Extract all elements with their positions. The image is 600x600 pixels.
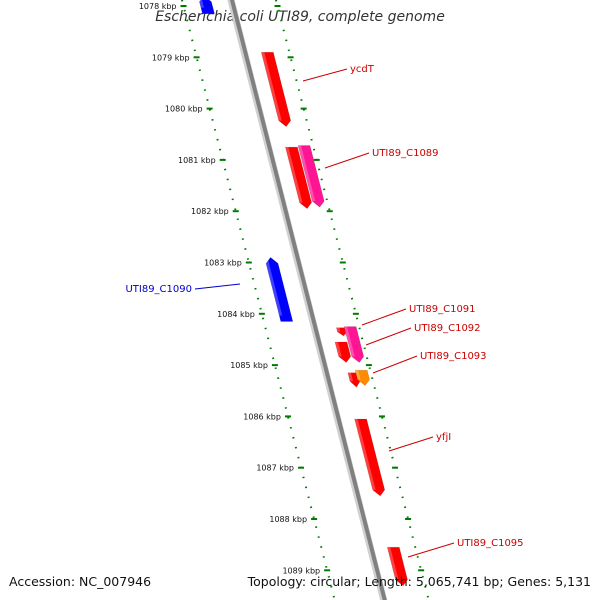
gene-label: UTI89_C1089 [372,148,439,159]
backbone-layer [227,0,388,600]
tick-label: 1082 kbp [191,207,229,216]
gene-label-leader [388,436,434,452]
gene-label-leader [324,152,370,169]
gene-g9 [354,369,370,387]
gene-highlight [261,52,282,121]
gene-layer [199,0,408,587]
gene-label-leader [194,283,241,290]
gene-highlight [285,147,303,203]
gene-highlight [387,547,399,580]
gene-label: UTI89_C1095 [457,538,524,549]
tick-layer: 1078 kbp 1079 kbp 1080 kbp 1081 kbp 1082 kbp… [139,0,430,600]
tick-label: 1085 kbp [230,361,268,370]
tick-label: 1089 kbp [282,566,320,575]
gene-highlight [347,372,353,382]
outer-tick-track [274,0,430,600]
tick-label: 1083 kbp [204,259,242,268]
gene-highlight [355,370,361,380]
tick-label: 1086 kbp [243,412,281,421]
accession-label: Accession: NC_007946 [9,574,152,589]
gene-g0 [199,0,215,14]
gene-highlight [264,257,283,316]
tick-label: 1078 kbp [139,2,177,11]
gene-label-leader [372,355,418,374]
gene-label-leader [302,68,348,82]
gene-g4 [265,256,294,322]
tick-label: 1080 kbp [165,105,203,114]
tick-label: 1087 kbp [256,464,294,473]
gene-label-leader [361,308,407,326]
gene-label: UTI89_C1092 [414,323,481,334]
gene-g3 [297,145,325,208]
gene-highlight [298,145,316,202]
tick-label: 1081 kbp [178,156,216,165]
gene-label-leader [365,327,412,346]
gene-label: UTI89_C1090 [125,284,192,295]
gene-g10 [354,418,386,497]
gene-highlight [344,326,355,357]
gene-highlight [354,419,376,490]
tick-label: 1084 kbp [217,310,255,319]
gene-highlight [336,327,341,332]
genome-summary-label: Topology: circular; Length: 5,065,741 bp… [247,574,591,589]
gene-g2 [285,146,312,210]
backbone-line [229,0,387,600]
gene-g1 [260,51,292,128]
tick-label: 1088 kbp [269,515,307,524]
tick-label: 1079 kbp [152,53,190,62]
gene-label: UTI89_C1093 [420,351,487,362]
gene-highlight [335,342,342,357]
gene-highlight [199,0,204,8]
label-layer: ycdT UTI89_C1089 UTI89_C1090 UTI89_C1091 UTI… [125,64,524,558]
genome-map-title: Escherichia coli UTI89, complete genome [155,9,445,25]
gene-label: UTI89_C1091 [409,304,476,315]
gene-g11 [386,546,408,587]
inner-tick-track [180,0,336,600]
gene-g7 [334,341,352,363]
gene-label: ycdT [350,64,375,75]
gene-label: yfjI [436,432,451,443]
gene-label-leader [407,542,455,558]
gene-g6 [343,326,365,363]
